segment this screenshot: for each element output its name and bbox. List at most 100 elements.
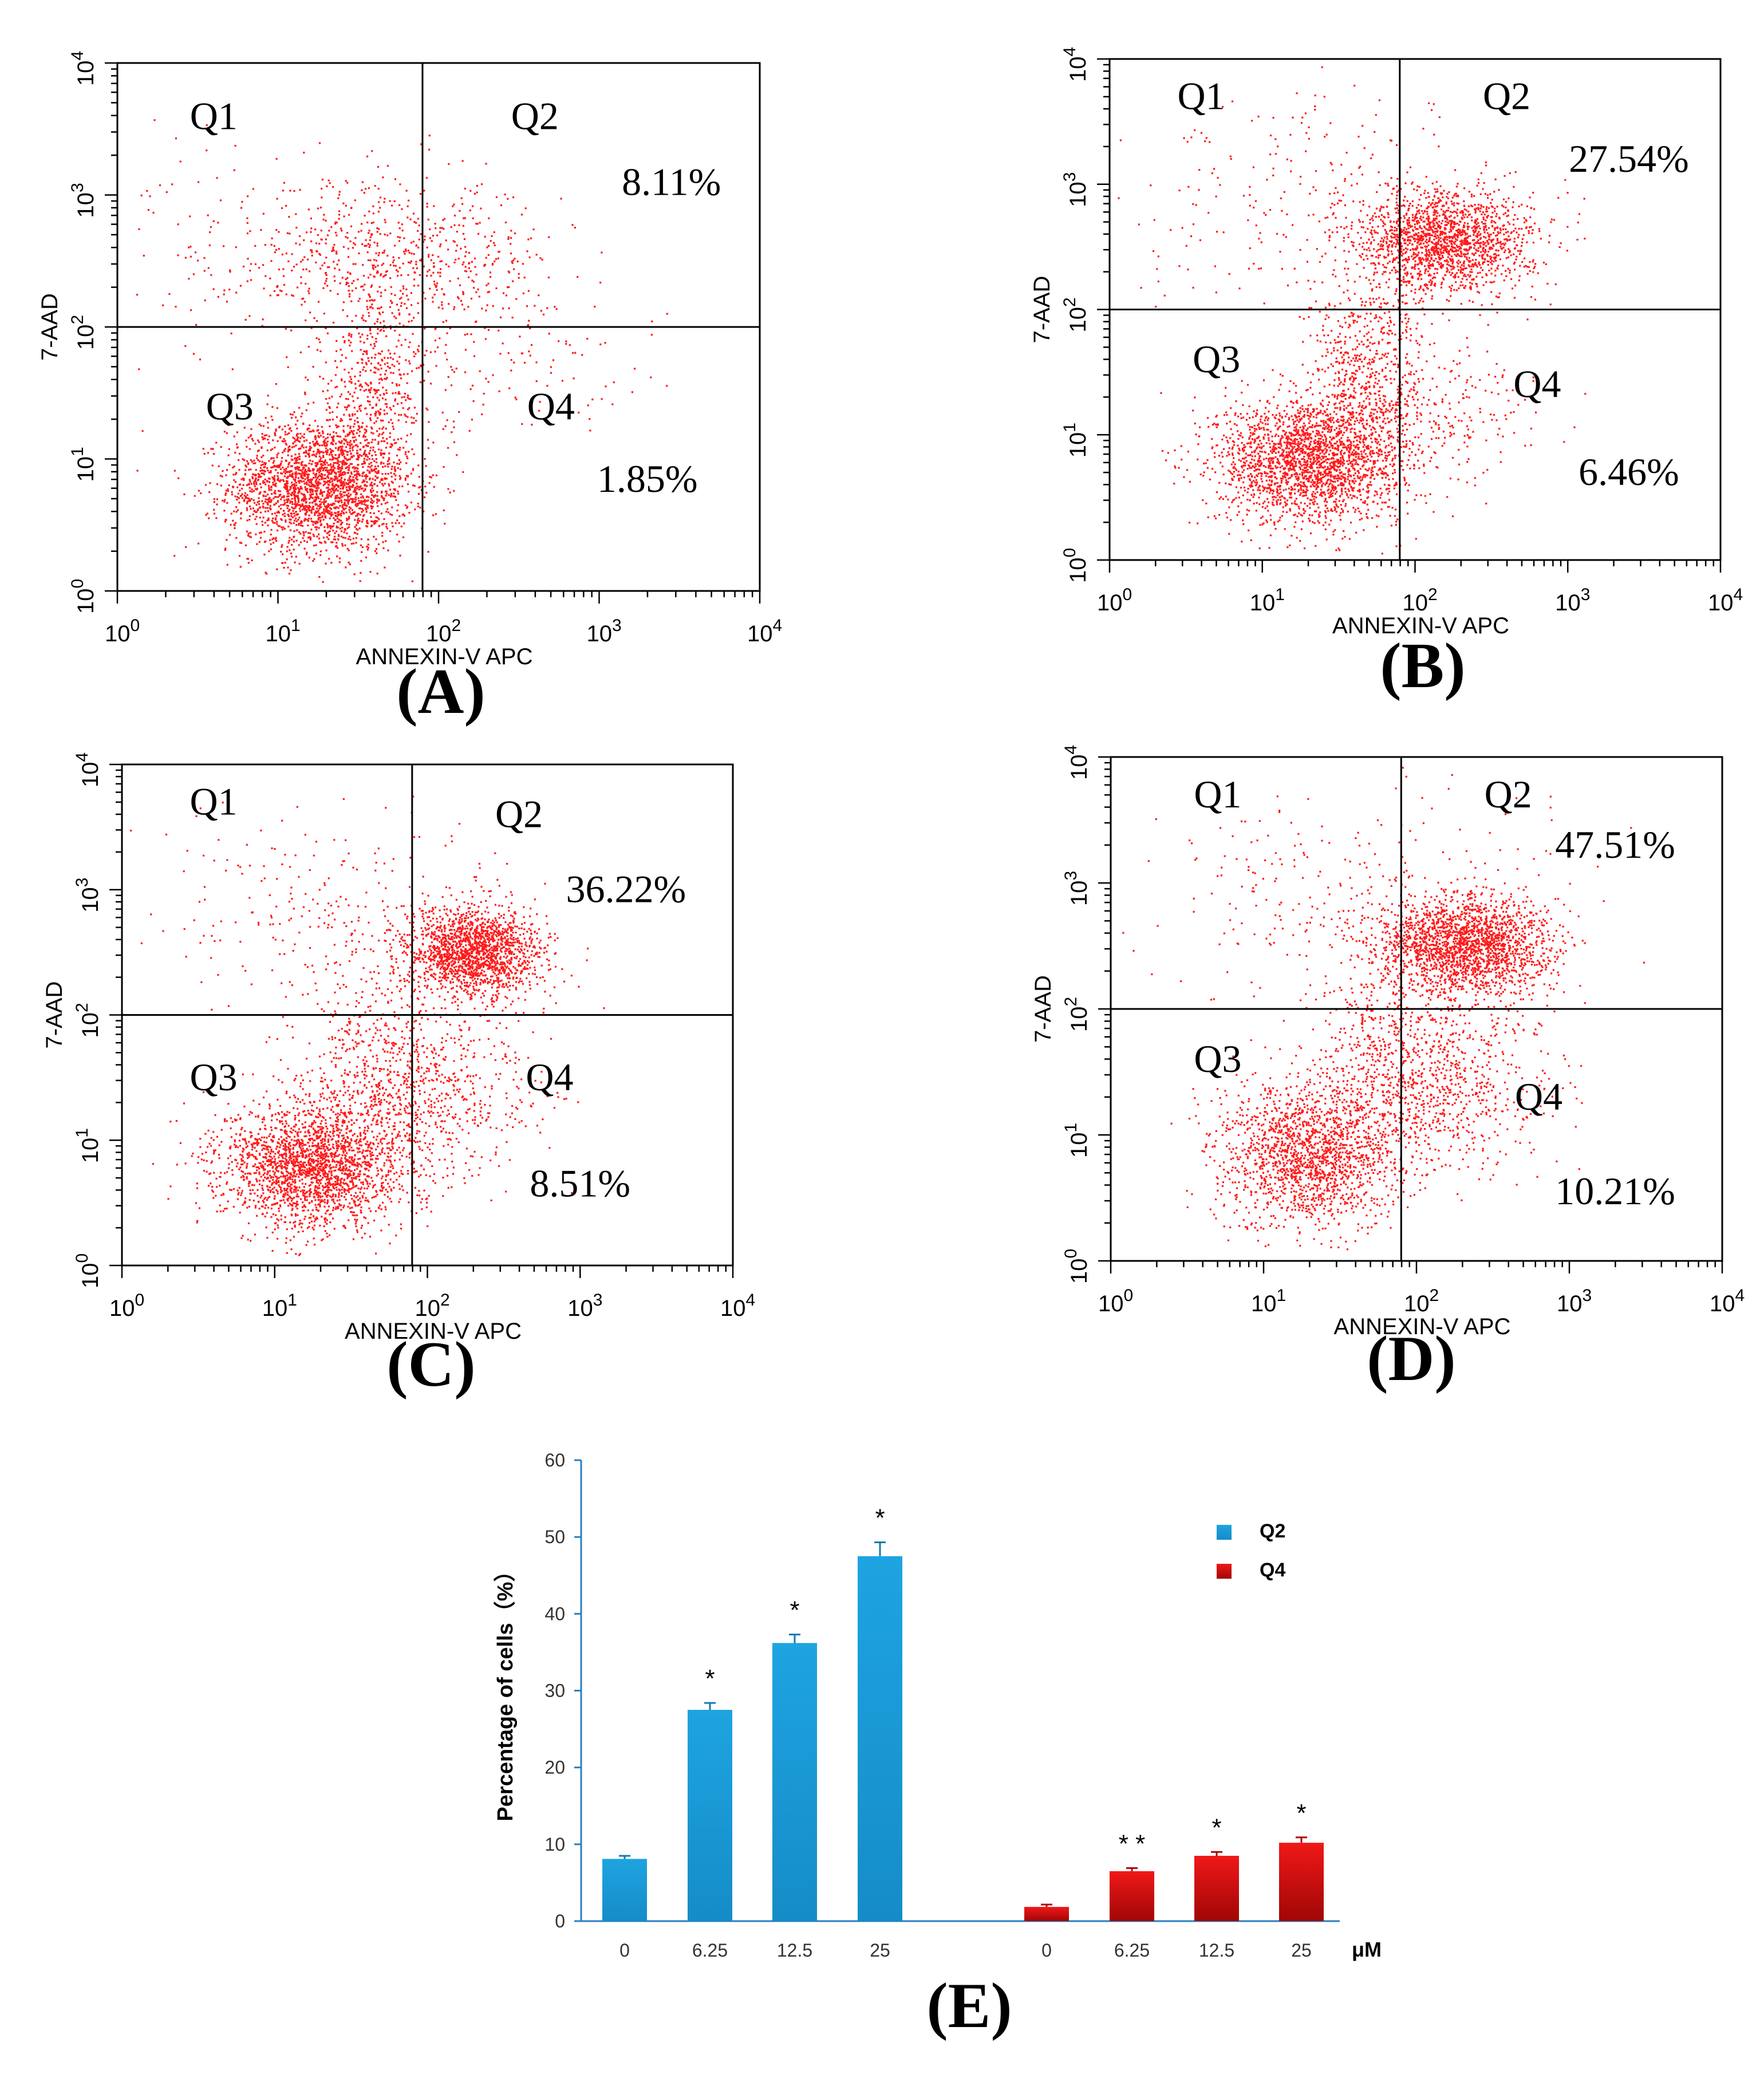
dot [301, 435, 303, 437]
dot [1228, 447, 1230, 450]
dot [369, 274, 372, 276]
dot [456, 245, 458, 247]
dot [294, 496, 297, 499]
dot [479, 370, 481, 372]
dot [1298, 462, 1300, 464]
dot [318, 575, 321, 578]
dot [1275, 467, 1277, 469]
dot [336, 263, 338, 266]
dot [354, 243, 356, 246]
dot [510, 237, 512, 239]
dot [374, 439, 376, 441]
dot [377, 441, 380, 443]
dot [396, 463, 398, 465]
dot [183, 493, 186, 495]
dot [372, 266, 374, 269]
dot [1167, 452, 1169, 454]
dot [463, 238, 466, 240]
dot [319, 254, 321, 256]
dot [269, 504, 271, 507]
dot [277, 477, 279, 479]
dot [1311, 453, 1313, 456]
dot [1329, 491, 1332, 494]
dot [224, 547, 227, 550]
dot [305, 451, 307, 454]
dot [1298, 421, 1300, 423]
dot [1267, 429, 1269, 431]
dot [346, 406, 348, 408]
dot [391, 382, 393, 384]
dot [1297, 443, 1299, 445]
dot [470, 297, 472, 300]
dot [336, 234, 338, 236]
dot [243, 427, 246, 429]
dot [377, 389, 380, 391]
dot [313, 451, 315, 453]
dot [275, 502, 278, 504]
dot [304, 391, 306, 394]
dot [405, 307, 408, 309]
dot [345, 566, 347, 569]
dot [360, 571, 362, 574]
dot [1202, 499, 1204, 502]
dot [339, 282, 341, 285]
dot [286, 356, 288, 358]
dot [304, 393, 306, 396]
dot [1325, 504, 1327, 507]
dot [355, 494, 357, 496]
dot [356, 528, 358, 530]
dot [349, 393, 351, 395]
dot [284, 431, 286, 433]
dot [308, 510, 310, 512]
dot [300, 276, 302, 278]
dot [385, 526, 388, 528]
dot [480, 207, 482, 210]
dot [259, 470, 262, 472]
dot [340, 451, 342, 453]
dot [276, 529, 279, 531]
dot [344, 544, 346, 546]
dot [398, 322, 401, 325]
dot [441, 227, 443, 229]
dot [346, 232, 349, 234]
dot [453, 224, 456, 226]
dot [1297, 431, 1300, 433]
dot [1333, 490, 1335, 492]
dot [410, 501, 412, 504]
dot [401, 223, 403, 226]
dot [431, 240, 433, 242]
dot [1395, 521, 1398, 523]
dot [394, 392, 397, 394]
dot [328, 230, 330, 232]
dot [361, 422, 364, 424]
dot [299, 432, 302, 435]
dot [319, 376, 321, 378]
dot [469, 270, 472, 273]
dot [290, 518, 292, 521]
dot [343, 413, 345, 416]
dot [1319, 466, 1321, 468]
dot [1337, 449, 1339, 451]
dot [249, 270, 251, 272]
dot [1254, 476, 1256, 479]
dot [175, 137, 177, 140]
y-tick-label: 102 [68, 315, 98, 350]
dot [357, 425, 360, 427]
dot [370, 413, 372, 416]
dot [230, 512, 232, 515]
dot [270, 508, 272, 510]
dot [1355, 445, 1357, 448]
dot [346, 451, 349, 454]
dot [1340, 475, 1343, 478]
dot [400, 437, 402, 440]
dot [361, 285, 364, 287]
dot [242, 484, 244, 486]
dot [1315, 476, 1317, 479]
dot [377, 505, 379, 507]
dot [502, 292, 505, 294]
dot [263, 473, 266, 475]
dot [351, 456, 353, 459]
dot [1344, 379, 1346, 381]
dot [348, 526, 350, 529]
dot [341, 482, 344, 484]
